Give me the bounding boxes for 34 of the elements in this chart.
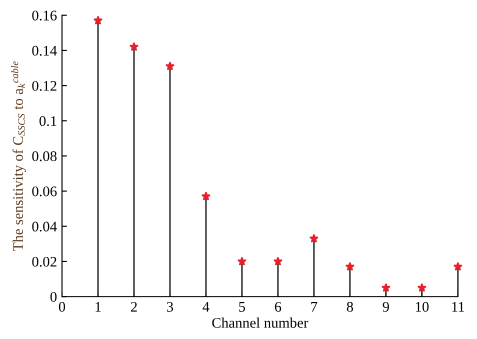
- y-tick-label: 0.14: [32, 46, 57, 56]
- point: [129, 42, 139, 51]
- y-axis-title: The sensitivity of C$_{SSCS}$ to a$_{k}$$^{cable}$: [11, 61, 26, 252]
- point: [201, 192, 211, 200]
- y-tick-label: 0: [50, 292, 57, 302]
- x-tick-label: 7: [311, 302, 318, 312]
- point: [417, 282, 427, 292]
- x-tick-label: 3: [167, 302, 174, 312]
- point: [273, 256, 283, 266]
- y-tick-label: 0.02: [32, 256, 56, 267]
- x-tick-label: 10: [416, 302, 429, 312]
- x-tick-label: 2: [130, 302, 137, 312]
- x-tick-label: 11: [452, 302, 464, 312]
- point: [453, 262, 463, 271]
- y-tick-label: 0.1: [39, 116, 56, 126]
- x-tick-label: 8: [346, 302, 354, 312]
- x-tick-label: 6: [274, 302, 282, 312]
- point: [309, 234, 319, 243]
- y-tick-label: 0.16: [32, 10, 57, 21]
- point: [237, 256, 247, 266]
- y-tick-label: 0.08: [32, 151, 57, 162]
- x-tick-label: 0: [58, 302, 66, 312]
- point: [381, 282, 391, 292]
- y-tick-label: 0.04: [32, 222, 57, 232]
- x-tick-label: 1: [96, 302, 101, 312]
- point: [93, 16, 103, 25]
- point: [345, 262, 355, 271]
- y-tick-label: 0.06: [32, 186, 57, 196]
- y-tick-label: 0.12: [32, 80, 56, 91]
- x-tick-label: 9: [382, 302, 389, 312]
- x-tick-label: 5: [239, 302, 246, 312]
- x-tick-label: 4: [202, 302, 210, 312]
- x-axis-title: Channel number: [212, 317, 308, 328]
- point: [165, 61, 175, 70]
